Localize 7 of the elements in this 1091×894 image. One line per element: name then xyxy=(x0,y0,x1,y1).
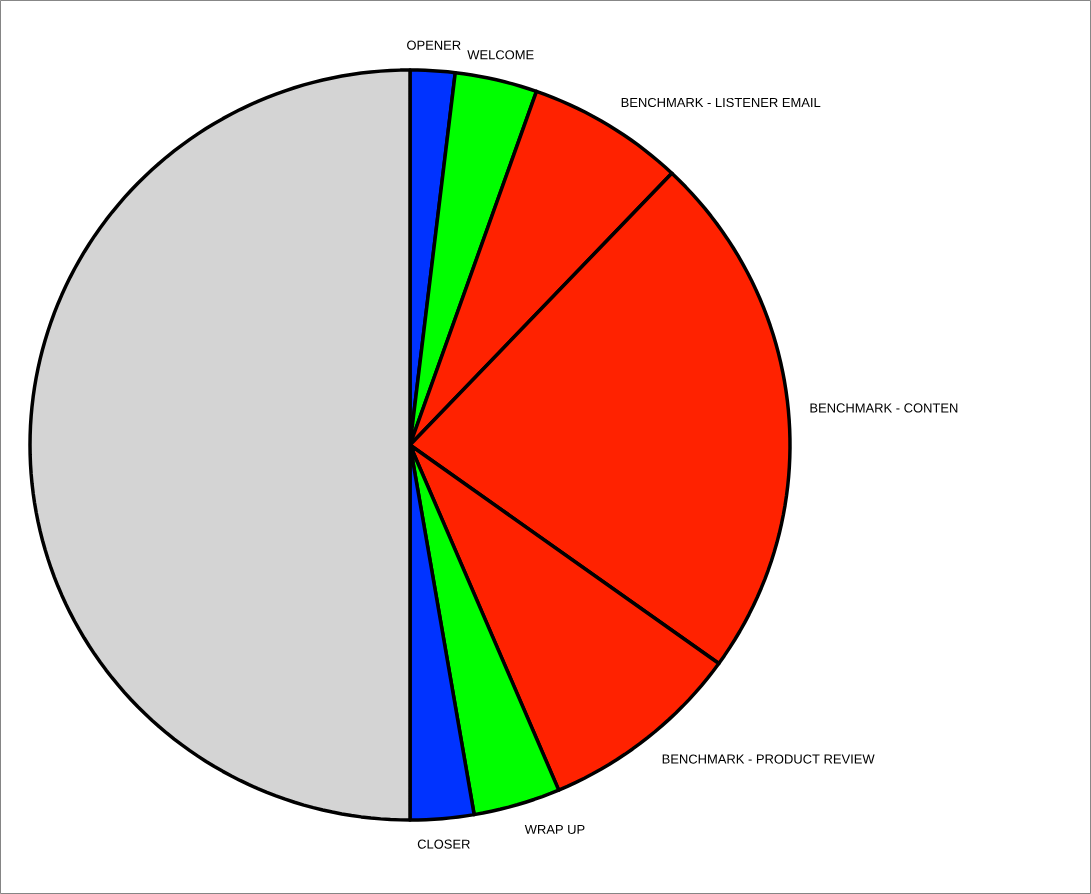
slice-label: WRAP UP xyxy=(524,824,585,834)
slice-label: BENCHMARK - LISTENER EMAIL xyxy=(621,97,821,108)
slice-label: BENCHMARK - PRODUCT REVIEW xyxy=(662,754,875,764)
slice-label: WELCOME xyxy=(467,50,534,60)
slice-label: CLOSER xyxy=(417,839,470,849)
slice-label: OPENER xyxy=(407,40,461,50)
slice-label: BENCHMARK - CONTEN xyxy=(810,403,958,413)
